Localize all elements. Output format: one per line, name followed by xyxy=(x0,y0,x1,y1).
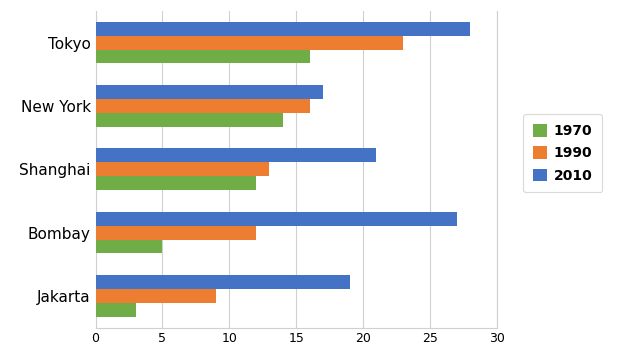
Bar xyxy=(96,240,162,253)
Bar xyxy=(96,85,323,99)
Bar xyxy=(96,212,457,226)
Bar xyxy=(96,36,403,50)
Bar xyxy=(96,289,216,303)
Bar xyxy=(96,303,136,317)
Bar xyxy=(96,275,350,289)
Bar xyxy=(96,22,470,36)
Legend: 1970, 1990, 2010: 1970, 1990, 2010 xyxy=(523,114,602,193)
Bar xyxy=(96,113,283,127)
Bar xyxy=(96,50,310,63)
Bar xyxy=(96,226,256,240)
Bar xyxy=(96,162,269,176)
Bar xyxy=(96,99,310,113)
Bar xyxy=(96,176,256,190)
Bar xyxy=(96,149,376,162)
